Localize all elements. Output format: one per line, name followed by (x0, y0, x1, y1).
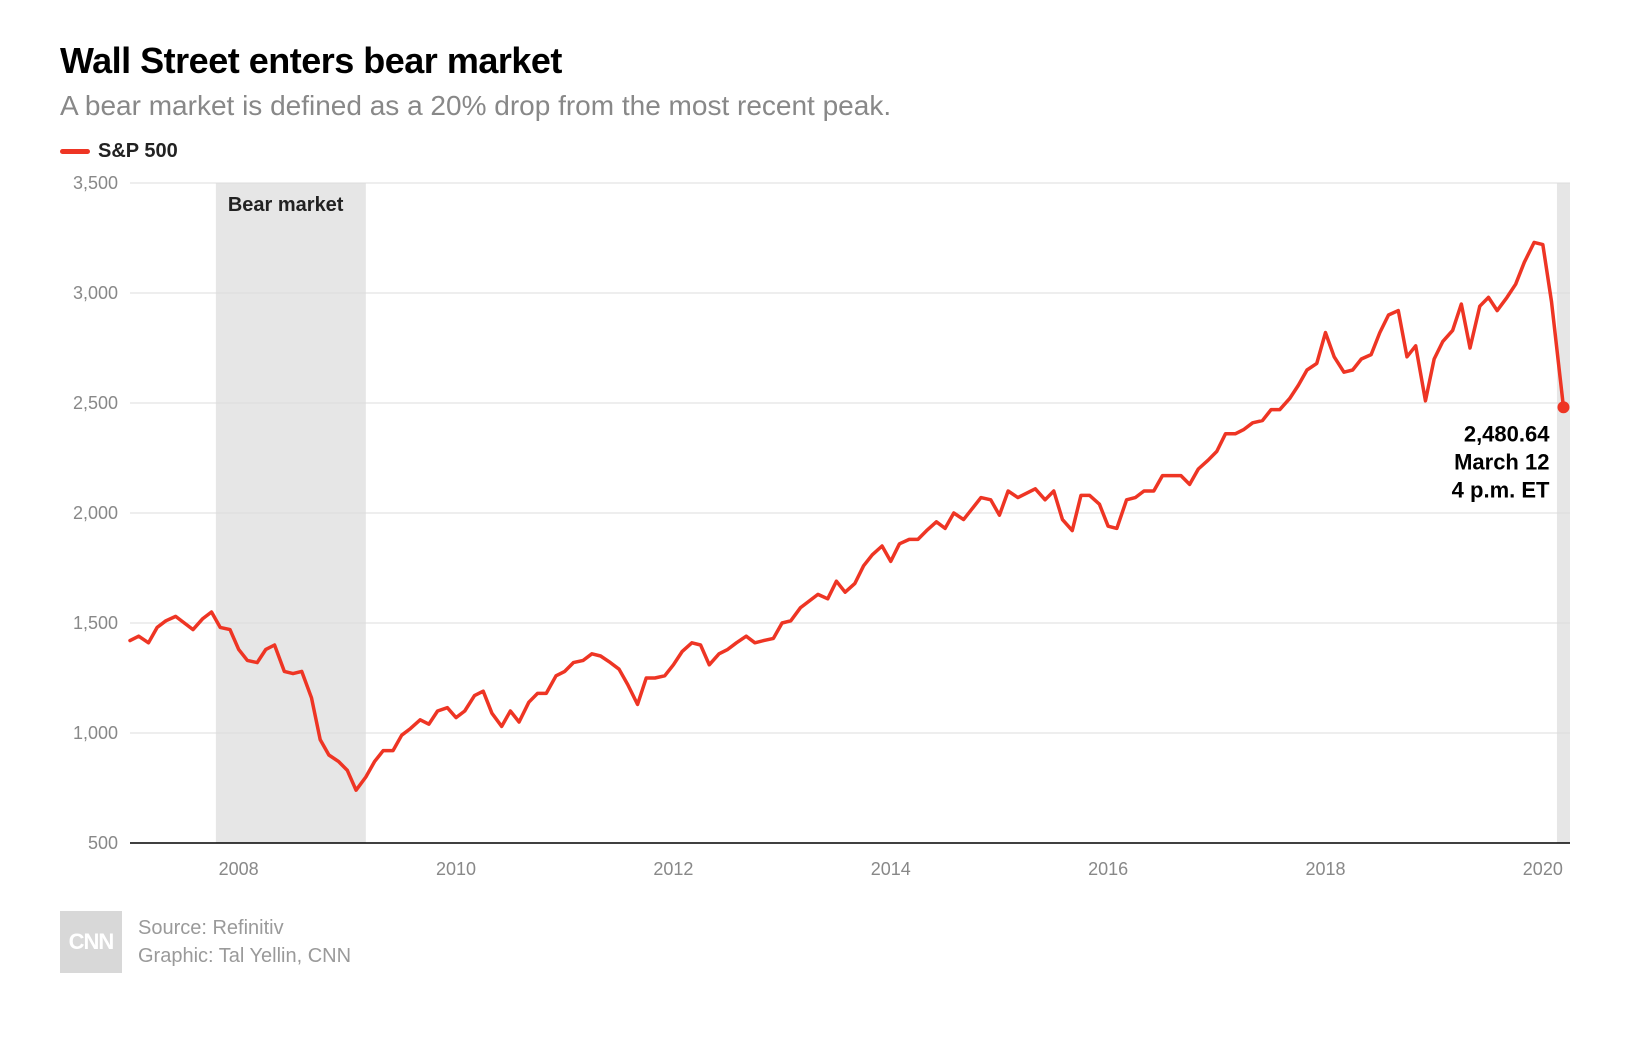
y-tick-label: 3,000 (73, 283, 118, 303)
end-point-label: 4 p.m. ET (1452, 477, 1550, 502)
x-tick-label: 2008 (219, 859, 259, 879)
y-tick-label: 2,500 (73, 393, 118, 413)
credits: Source: Refinitiv Graphic: Tal Yellin, C… (138, 914, 351, 970)
x-tick-label: 2014 (871, 859, 911, 879)
y-tick-label: 1,500 (73, 613, 118, 633)
y-tick-label: 2,000 (73, 503, 118, 523)
cnn-logo-text: CNN (69, 929, 114, 955)
x-tick-label: 2018 (1305, 859, 1345, 879)
chart-title: Wall Street enters bear market (60, 40, 1580, 82)
end-point-label: 2,480.64 (1464, 421, 1550, 446)
y-tick-label: 3,500 (73, 173, 118, 193)
graphic-line: Graphic: Tal Yellin, CNN (138, 942, 351, 970)
chart-subtitle: A bear market is defined as a 20% drop f… (60, 90, 1580, 122)
legend-swatch (60, 149, 90, 154)
x-tick-label: 2020 (1523, 859, 1563, 879)
x-tick-label: 2016 (1088, 859, 1128, 879)
y-tick-label: 500 (88, 833, 118, 853)
x-tick-label: 2010 (436, 859, 476, 879)
x-tick-label: 2012 (653, 859, 693, 879)
chart-footer: CNN Source: Refinitiv Graphic: Tal Yelli… (60, 911, 1580, 973)
end-point-marker (1557, 401, 1569, 413)
source-line: Source: Refinitiv (138, 914, 351, 942)
bear-market-label: Bear market (228, 194, 344, 216)
end-point-label: March 12 (1454, 449, 1549, 474)
cnn-logo: CNN (60, 911, 122, 973)
y-tick-label: 1,000 (73, 723, 118, 743)
legend: S&P 500 (60, 140, 1580, 163)
line-chart: 500 1,000 1,500 2,000 2,500 3,000 3,500 2008 201… (60, 173, 1580, 893)
legend-label: S&P 500 (98, 140, 178, 163)
